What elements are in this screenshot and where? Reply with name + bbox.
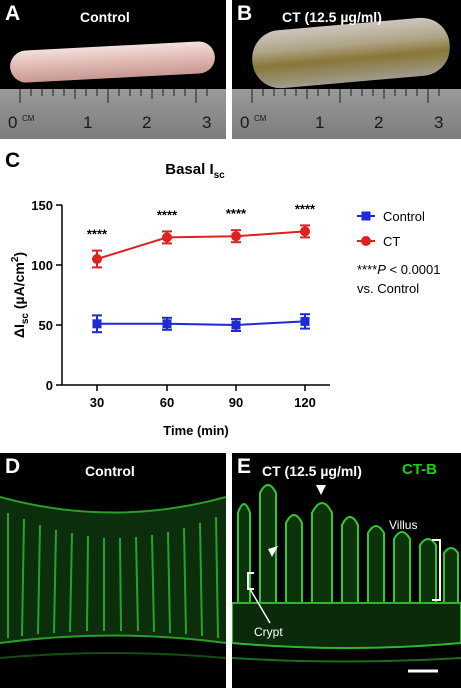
ruler-b-3: 3 xyxy=(434,113,444,132)
ruler-a-unit: CM xyxy=(22,114,35,123)
panel-e-micrograph: E CT (12.5 µg/ml) CT-B Villus Crypt xyxy=(232,453,461,688)
panel-c-letter: C xyxy=(5,149,21,172)
x-tick-label-3: 120 xyxy=(294,395,316,410)
panel-a-photo: 0 CM 1 2 3 A Control xyxy=(0,0,226,139)
ruler-a-2: 2 xyxy=(142,113,152,132)
x-axis-label: Time (min) xyxy=(163,423,229,438)
y-tick-label-0: 0 xyxy=(46,378,53,393)
x-tick-label-2: 90 xyxy=(229,395,243,410)
panel-d-micrograph: D Control xyxy=(0,453,226,688)
crypt-label: Crypt xyxy=(254,625,283,639)
legend-label-control: Control xyxy=(383,209,425,224)
ruler-b-2: 2 xyxy=(374,113,384,132)
panel-a-title: Control xyxy=(80,9,130,25)
ruler-b-1: 1 xyxy=(315,113,325,132)
control-intestine-segment xyxy=(9,40,216,84)
panel-e-stain-label: CT-B xyxy=(402,461,437,478)
legend-marker-control xyxy=(361,211,371,221)
legend-label-ct: CT xyxy=(383,234,400,249)
point-control-0 xyxy=(92,319,102,329)
panel-d-letter: D xyxy=(5,455,21,478)
panel-a-letter: A xyxy=(5,2,21,25)
ruler-b-unit: CM xyxy=(254,114,267,123)
ruler-a-3: 3 xyxy=(202,113,212,132)
ruler-a-1: 1 xyxy=(83,113,93,132)
y-tick-label-3: 150 xyxy=(31,198,53,213)
ruler-a-0: 0 xyxy=(8,113,18,132)
significance-0: **** xyxy=(87,227,108,242)
series-line-ct xyxy=(96,230,306,260)
ct-intestine-segment xyxy=(249,15,453,91)
line-chart: Basal Isc 0 50 100 150 30 60 90 120 Time (min) ΔIs… xyxy=(10,161,441,438)
ruler-b-0: 0 xyxy=(240,113,250,132)
y-tick-label-1: 50 xyxy=(39,318,53,333)
ruler-a: 0 CM 1 2 3 xyxy=(0,89,226,139)
point-ct-1 xyxy=(162,232,172,243)
point-control-3 xyxy=(300,316,310,326)
panel-e-title: CT (12.5 µg/ml) xyxy=(262,463,362,479)
panel-b-title: CT (12.5 µg/ml) xyxy=(282,9,382,25)
x-tick-label-1: 60 xyxy=(160,395,174,410)
point-control-1 xyxy=(162,319,172,329)
x-tick-label-0: 30 xyxy=(90,395,104,410)
stat-note-line-2: vs. Control xyxy=(357,281,419,296)
significance-3: **** xyxy=(295,201,316,216)
series-line-control xyxy=(97,320,306,327)
panel-b-photo: 0 CM 1 2 3 B CT (12.5 µg/ml) xyxy=(232,0,461,139)
panel-d-title: Control xyxy=(85,463,135,479)
legend-marker-ct xyxy=(361,236,371,246)
significance-2: **** xyxy=(226,206,247,221)
point-ct-2 xyxy=(231,231,241,242)
point-ct-0 xyxy=(92,254,102,264)
significance-1: **** xyxy=(157,207,178,222)
villus-label: Villus xyxy=(389,518,418,532)
chart-title: Basal Isc xyxy=(165,161,225,181)
point-control-2 xyxy=(231,320,241,330)
ruler-b: 0 CM 1 2 3 xyxy=(232,89,461,139)
panel-c-chart: C Basal Isc 0 50 100 150 30 60 90 120 Time (min) Δ… xyxy=(0,143,461,448)
panel-b-letter: B xyxy=(237,2,253,25)
y-axis-label: ΔIsc (µA/cm2) xyxy=(10,252,31,338)
stat-note-line-1: ****P < 0.0001 xyxy=(357,262,441,277)
y-tick-label-2: 100 xyxy=(31,258,53,273)
point-ct-3 xyxy=(300,226,310,237)
panel-e-letter: E xyxy=(237,455,252,478)
